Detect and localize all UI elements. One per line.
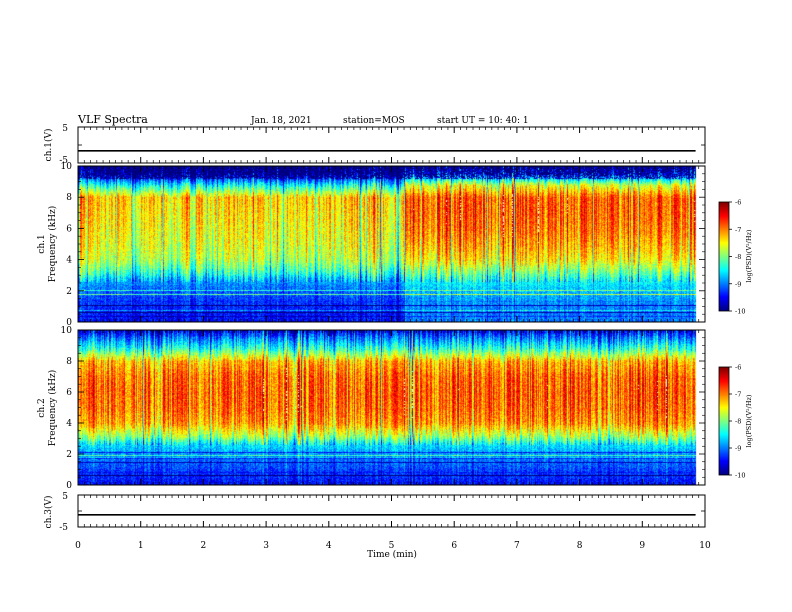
ch1-ylabel-channel: ch.1 xyxy=(37,234,47,253)
ch3-voltage-panel: 5 -5 ch.3(V) xyxy=(43,492,706,533)
figure-title: VLF Spectra xyxy=(77,113,148,126)
ch1-spectrogram-panel: 0 2 4 6 8 10 ch.1 Frequency (kHz) -6 -7 -8 -9 -10… xyxy=(37,162,753,328)
ch2-ylabel-channel: ch.2 xyxy=(37,398,47,417)
station-label: station=MOS xyxy=(343,116,405,126)
colorbar-tick-label: -9 xyxy=(735,445,741,453)
ch1-voltage-ytick-minus5: -5 xyxy=(59,156,68,166)
time-tick-label: 6 xyxy=(451,541,457,551)
freq-tick-label: 0 xyxy=(66,318,72,328)
start-time-label: start UT = 10: 40: 1 xyxy=(437,116,529,126)
time-ticks xyxy=(77,127,706,527)
freq-tick-label: 4 xyxy=(66,256,72,266)
ch1-spectrogram-heatmap xyxy=(78,166,705,322)
ch1-ylabel-frequency: Frequency (kHz) xyxy=(47,206,58,283)
freq-tick-label: 10 xyxy=(61,162,73,172)
ch1-voltage-ytick-5: 5 xyxy=(62,124,68,134)
freq-tick-label: 2 xyxy=(66,450,72,460)
colorbar-tick-label: -7 xyxy=(735,226,741,234)
ch1-voltage-ylabel: ch.1(V) xyxy=(43,129,54,162)
ch2-colorbar xyxy=(719,367,729,475)
time-tick-label: 7 xyxy=(514,541,520,551)
ch3-voltage-trace xyxy=(78,494,705,528)
freq-tick-label: 2 xyxy=(66,287,72,297)
ch3-voltage-ytick-minus5: -5 xyxy=(59,523,68,533)
freq-tick-label: 0 xyxy=(66,481,72,491)
ch2-freq-ticks: 0 2 4 6 8 10 xyxy=(61,326,705,491)
time-tick-label: 2 xyxy=(201,541,207,551)
time-tick-label: 5 xyxy=(389,541,395,551)
ch1-voltage-trace xyxy=(78,126,705,164)
colorbar-tick-label: -8 xyxy=(735,418,741,426)
freq-tick-label: 6 xyxy=(66,388,72,398)
freq-tick-label: 8 xyxy=(66,193,72,203)
colorbar-tick-label: -6 xyxy=(735,364,741,372)
time-tick-label: 10 xyxy=(699,541,711,551)
date-label: Jan. 18, 2021 xyxy=(250,116,312,126)
colorbar-tick-label: -9 xyxy=(735,280,741,288)
time-tick-label: 4 xyxy=(326,541,332,551)
colorbar-tick-label: -8 xyxy=(735,253,741,261)
ch2-colorbar-label: log(PSD)(V²/Hz) xyxy=(745,394,753,447)
colorbar-tick-label: -10 xyxy=(735,308,745,316)
ch2-colorbar-ticks: -6 -7 -8 -9 -10 xyxy=(729,364,745,480)
ch1-colorbar-ticks: -6 -7 -8 -9 -10 xyxy=(729,199,745,316)
freq-tick-label: 10 xyxy=(61,326,73,336)
ch1-freq-ticks: 0 2 4 6 8 10 xyxy=(61,162,705,328)
ch2-spectrogram-heatmap xyxy=(78,330,705,485)
time-tick-label: 8 xyxy=(577,541,583,551)
ch3-voltage-ytick-5: 5 xyxy=(62,492,68,502)
colorbar-tick-label: -6 xyxy=(735,199,741,207)
ch1-colorbar xyxy=(719,202,729,311)
ch3-voltage-ylabel: ch.3(V) xyxy=(43,496,54,529)
ch2-spectrogram-panel: 0 2 4 6 8 10 ch.2 Frequency (kHz) -6 -7 -8 -9 -10… xyxy=(37,326,753,491)
colorbar-tick-label: -10 xyxy=(735,472,745,480)
ch1-colorbar-label: log(PSD)(V²/Hz) xyxy=(745,229,753,282)
time-axis-tick-labels: 0 1 2 3 4 5 6 7 8 9 10 xyxy=(75,541,711,551)
freq-tick-label: 8 xyxy=(66,357,72,367)
ch1-voltage-panel: 5 -5 ch.1(V) xyxy=(43,124,706,166)
time-tick-label: 1 xyxy=(138,541,144,551)
time-tick-label: 3 xyxy=(263,541,269,551)
time-tick-label: 0 xyxy=(75,541,81,551)
time-axis-label: Time (min) xyxy=(367,549,417,560)
time-tick-label: 9 xyxy=(639,541,645,551)
freq-tick-label: 6 xyxy=(66,224,72,234)
ch2-ylabel-frequency: Frequency (kHz) xyxy=(47,370,58,447)
colorbar-tick-label: -7 xyxy=(735,391,741,399)
freq-tick-label: 4 xyxy=(66,419,72,429)
